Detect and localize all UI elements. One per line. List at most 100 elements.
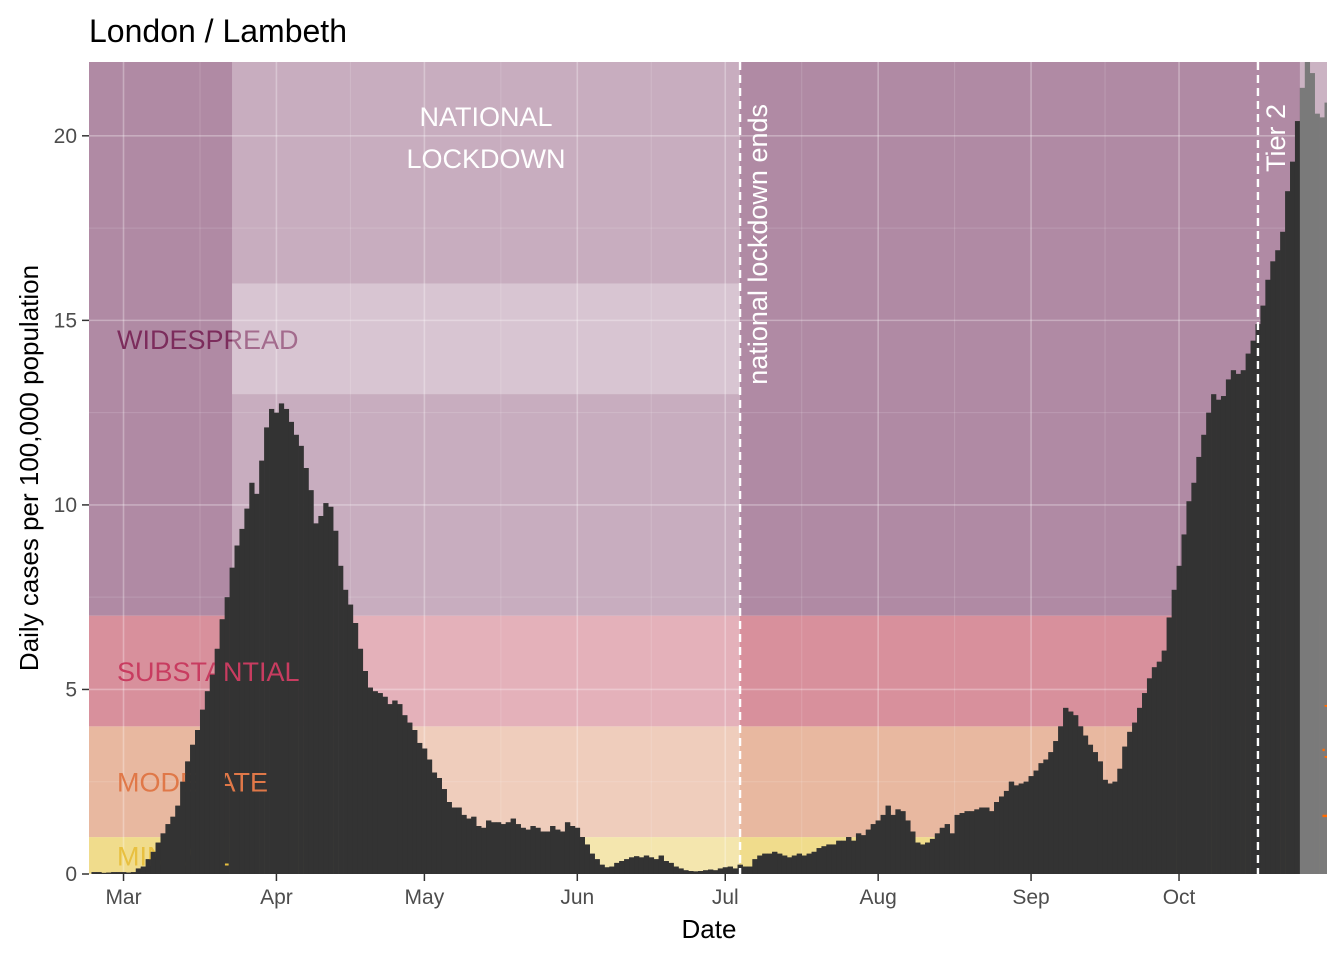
bar-overlay <box>130 872 137 874</box>
bar-overlay <box>195 730 201 874</box>
bar-overlay <box>1146 678 1153 874</box>
bar-overlay <box>520 827 526 874</box>
bar <box>234 545 240 874</box>
bar-overlay <box>880 814 886 874</box>
y-tick-label: 10 <box>54 494 77 517</box>
bar-overlay <box>831 844 837 874</box>
bar-overlay <box>426 759 433 874</box>
bar <box>303 468 309 874</box>
bar-overlay <box>752 859 758 874</box>
bar-overlay <box>1102 779 1108 874</box>
bar-overlay <box>762 853 768 874</box>
lockdown-label: NATIONAL LOCKDOWN <box>407 102 566 174</box>
bar-overlay <box>140 866 147 874</box>
bar-overlay <box>781 855 788 874</box>
bar <box>293 434 299 874</box>
bar-overlay <box>199 709 206 874</box>
bar <box>1191 482 1197 874</box>
bar-overlay <box>1008 781 1015 874</box>
bar-overlay <box>668 862 674 874</box>
bar-overlay <box>101 872 107 874</box>
bar-overlay <box>1028 776 1034 874</box>
underestimates-label: underestimates <box>1318 673 1344 858</box>
bar-overlay <box>402 715 408 874</box>
bar-overlay <box>505 822 512 874</box>
bar <box>328 506 334 874</box>
bar-overlay <box>214 648 221 874</box>
bar-overlay <box>96 872 102 874</box>
bar-overlay <box>994 802 1000 874</box>
bar-overlay <box>461 814 467 874</box>
bar-overlay <box>1013 785 1020 874</box>
bar-overlay <box>574 827 581 874</box>
bar-overlay <box>885 805 891 874</box>
bar-overlay <box>1023 781 1029 874</box>
bar-overlay <box>757 855 763 874</box>
bar-overlay <box>515 824 521 874</box>
bar <box>1314 113 1320 874</box>
bar <box>1225 379 1232 874</box>
bar-overlay <box>777 853 783 874</box>
event-markers: national lockdown ends Tier 2 <box>738 62 1291 874</box>
bar-overlay <box>540 831 546 874</box>
bar-overlay <box>382 696 388 874</box>
bar <box>313 523 319 874</box>
bar <box>1235 373 1241 874</box>
bar-overlay <box>791 855 798 874</box>
bar-overlay <box>663 861 669 874</box>
bar-overlay <box>589 853 595 874</box>
bar-overlay <box>106 872 112 874</box>
bar-overlay <box>441 789 447 874</box>
bar <box>1309 73 1315 874</box>
lockdown-label-overlay <box>232 283 741 395</box>
y-axis-title: Daily cases per 100,000 population <box>14 265 44 671</box>
bar-overlay <box>678 868 684 874</box>
bar-overlay <box>116 872 122 874</box>
x-tick-label: May <box>405 886 445 909</box>
bar-overlay <box>1072 715 1079 874</box>
bar-overlay <box>915 842 921 874</box>
bar-overlay <box>786 857 793 874</box>
bar <box>1245 353 1251 874</box>
bar <box>1206 412 1212 874</box>
x-tick-label: Apr <box>260 886 293 909</box>
bar-overlay <box>1122 746 1128 874</box>
bar-overlay <box>865 829 872 874</box>
bar-overlay <box>767 853 773 874</box>
x-axis-title: Date <box>682 914 737 944</box>
bar-overlay <box>806 853 812 874</box>
bar-overlay <box>693 871 699 874</box>
bar-overlay <box>1048 752 1054 874</box>
bar-overlay <box>357 648 364 874</box>
bar-overlay <box>421 748 428 874</box>
bar-overlay <box>624 859 630 874</box>
bar-overlay <box>929 838 936 874</box>
bar-overlay <box>481 827 487 874</box>
bar-overlay <box>673 866 679 874</box>
bar-overlay <box>1082 735 1089 874</box>
bar <box>239 528 245 874</box>
bar-overlay <box>1058 726 1064 874</box>
bar-overlay <box>451 807 457 874</box>
x-tick-label: Mar <box>105 886 141 909</box>
bar-overlay <box>555 829 561 874</box>
bar-overlay <box>708 869 714 874</box>
bar-overlay <box>747 866 753 874</box>
bar-overlay <box>1137 707 1143 874</box>
bar-overlay <box>1166 617 1172 874</box>
x-tick-label: Jul <box>712 886 739 909</box>
bar-overlay <box>722 867 729 874</box>
bar-overlay <box>1077 726 1084 874</box>
bar-overlay <box>175 805 181 874</box>
bar-overlay <box>969 811 975 874</box>
bar-overlay <box>851 840 857 874</box>
event-label: Tier 2 <box>1261 104 1291 172</box>
bar-overlay <box>471 816 477 874</box>
bar-overlay <box>900 811 906 874</box>
bar-overlay <box>495 822 502 874</box>
bar-overlay <box>91 872 97 874</box>
bar-overlay <box>846 837 852 874</box>
bar <box>269 408 275 874</box>
bar-overlay <box>836 840 842 874</box>
